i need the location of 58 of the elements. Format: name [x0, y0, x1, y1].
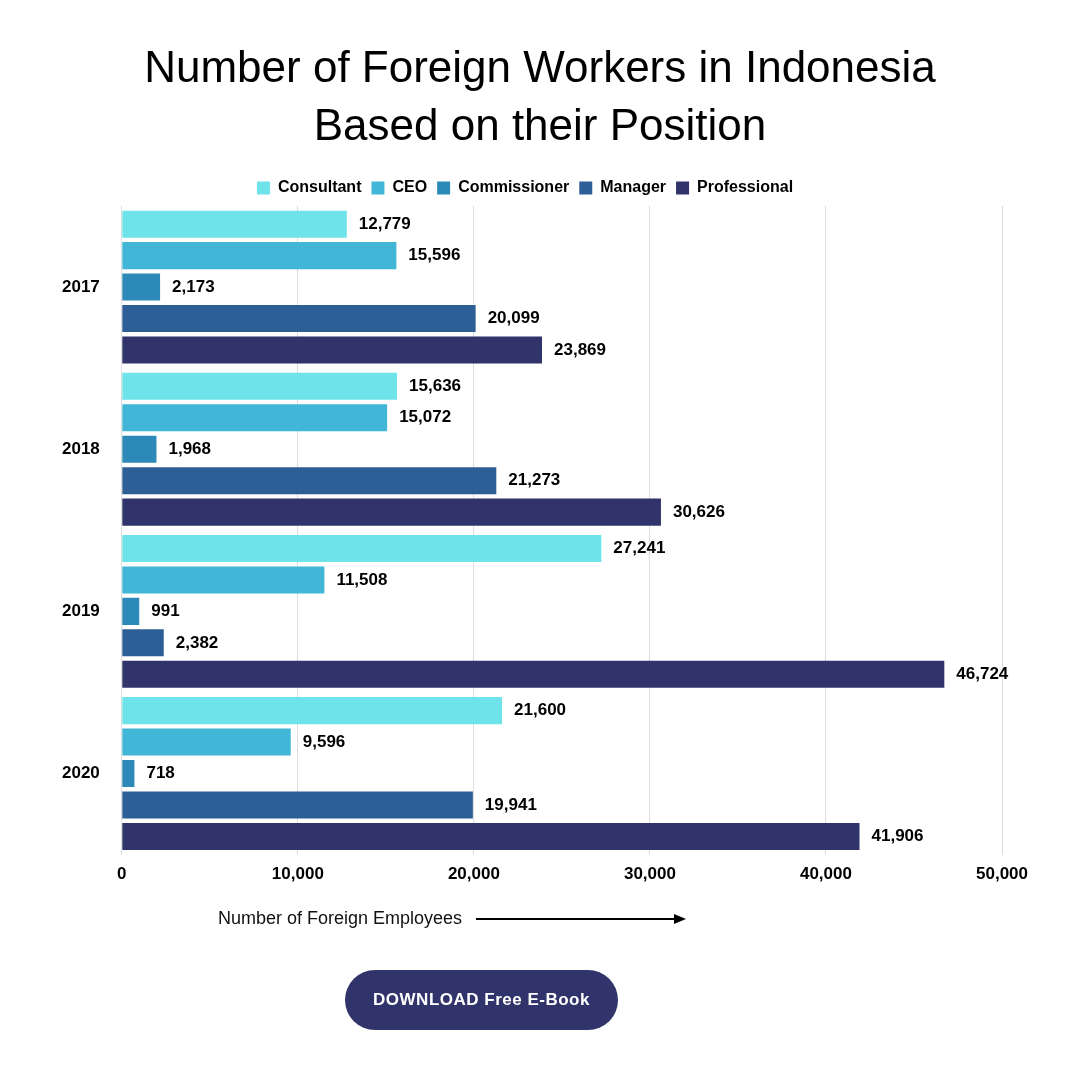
x-tick-label: 0	[117, 864, 127, 884]
y-tick-label: 2020	[61, 763, 100, 783]
bar	[122, 760, 135, 788]
data-label: 15,596	[408, 245, 461, 265]
data-label: 41,906	[871, 826, 924, 846]
bar	[122, 210, 347, 238]
data-label: 991	[151, 601, 180, 621]
data-label: 15,636	[409, 376, 462, 395]
data-label: 718	[146, 763, 175, 783]
data-label: 9,596	[302, 731, 346, 751]
x-axis-title: Number of Foreign Employees	[218, 908, 463, 929]
x-tick-label: 20,000	[447, 864, 500, 884]
y-tick-label: 2019	[61, 601, 100, 621]
legend-label: Professional	[697, 178, 794, 196]
chart-title: Number of Foreign Workers in Indonesia Based on their Position	[143, 41, 937, 151]
data-label: 30,626	[672, 501, 725, 521]
bar	[122, 467, 497, 495]
data-label: 27,241	[613, 538, 666, 558]
bar	[122, 597, 140, 625]
bar	[122, 697, 503, 725]
bar	[122, 534, 602, 562]
bar	[122, 498, 661, 526]
x-tick-label: 40,000	[799, 864, 852, 884]
data-label: 11,508	[336, 569, 388, 589]
data-label: 21,273	[508, 470, 561, 490]
text: DOWNLOAD Free E-Book	[345, 970, 618, 1030]
data-label: 2,173	[172, 276, 215, 296]
data-label: 23,869	[554, 339, 606, 359]
bar	[122, 728, 291, 756]
bar	[122, 404, 388, 432]
bar	[122, 660, 945, 688]
bar	[122, 305, 476, 333]
bar	[122, 566, 325, 594]
data-label: 2,382	[175, 632, 219, 652]
bar	[122, 273, 161, 301]
x-tick-label: 50,000	[976, 864, 1028, 884]
data-label: 19,941	[484, 794, 537, 814]
data-label: 12,779	[358, 213, 411, 233]
data-label: 46,724	[956, 663, 1009, 683]
x-tick-label: 10,000	[271, 864, 324, 884]
bar	[122, 242, 397, 270]
legend-label: Consultant	[277, 178, 363, 196]
bar	[122, 372, 398, 400]
bar	[122, 435, 157, 463]
bar	[122, 336, 542, 364]
legend-label: Manager	[600, 178, 667, 196]
data-label: 1,968	[168, 438, 212, 458]
data-label: 15,072	[399, 407, 452, 427]
bar	[122, 791, 473, 819]
bar	[122, 629, 164, 657]
y-tick-label: 2018	[61, 438, 100, 458]
legend-label: Commissioner	[458, 178, 570, 196]
y-tick-label: 2017	[61, 276, 100, 296]
bar	[122, 822, 860, 850]
x-tick-label: 30,000	[623, 864, 676, 884]
data-label: 20,099	[487, 308, 540, 328]
data-label: 21,600	[514, 700, 567, 720]
legend-label: CEO	[392, 178, 428, 196]
